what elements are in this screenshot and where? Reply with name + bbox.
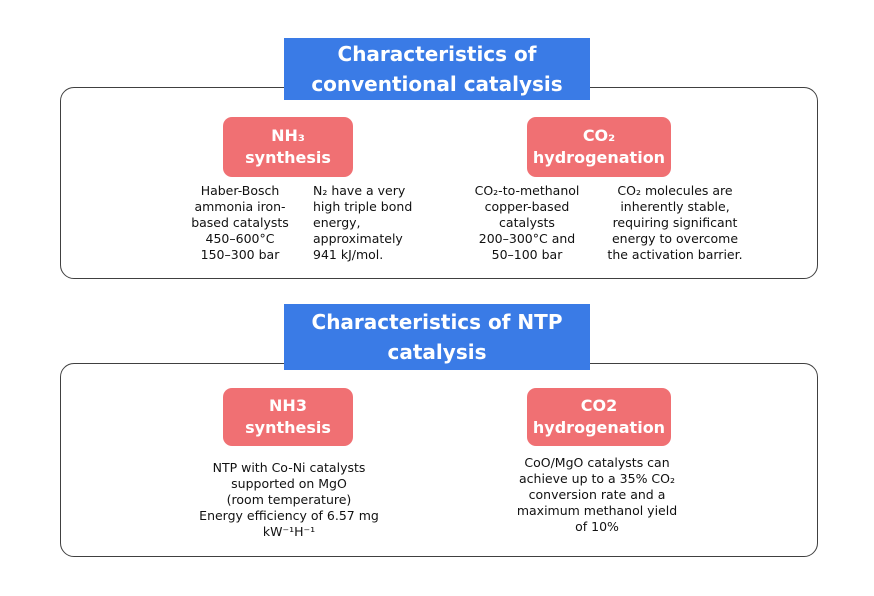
text-line: approximately bbox=[313, 231, 403, 246]
conventional-catalysis-title: Characteristics of conventional catalysi… bbox=[284, 38, 590, 100]
ntp-title-line2: catalysis bbox=[387, 340, 487, 364]
text-line: 50–100 bar bbox=[491, 247, 563, 262]
conventional-nh3-pill-line1: NH₃ bbox=[271, 126, 305, 145]
ntp-nh3-pill-line1: NH3 bbox=[269, 396, 307, 415]
text-line: 150–300 bar bbox=[200, 247, 280, 262]
text-line: energy, bbox=[313, 215, 361, 230]
text-line: Energy efficiency of 6.57 mg bbox=[199, 508, 379, 523]
conventional-co2-pill-line2: hydrogenation bbox=[532, 148, 666, 167]
ntp-nh3-synthesis-label: NH3 synthesis bbox=[223, 388, 353, 446]
text-line: based catalysts bbox=[191, 215, 289, 230]
text-line: the activation barrier. bbox=[607, 247, 743, 262]
ntp-co2-pill-line2: hydrogenation bbox=[532, 418, 666, 437]
ntp-co2-hydrogenation-label: CO2 hydrogenation bbox=[527, 388, 671, 446]
text-line: catalysts bbox=[499, 215, 555, 230]
text-line: kW⁻¹H⁻¹ bbox=[262, 524, 316, 539]
text-line: energy to overcome bbox=[611, 231, 739, 246]
text-line: 941 kJ/mol. bbox=[313, 247, 384, 262]
text-line: CoO/MgO catalysts can bbox=[524, 455, 670, 470]
conventional-co2-pill-line1: CO₂ bbox=[582, 126, 616, 145]
conventional-co2-hydrogenation-label: CO₂ hydrogenation bbox=[527, 117, 671, 177]
text-line: achieve up to a 35% CO₂ bbox=[519, 471, 675, 486]
text-line: copper-based bbox=[484, 199, 570, 214]
ntp-co2-pill-line1: CO2 bbox=[580, 396, 618, 415]
text-line: conversion rate and a bbox=[528, 487, 666, 502]
conventional-co2-conditions: CO₂-to-methanol copper-based catalysts 2… bbox=[462, 183, 592, 263]
text-line: of 10% bbox=[575, 519, 619, 534]
text-line: ammonia iron- bbox=[194, 199, 286, 214]
ntp-catalysis-title: Characteristics of NTP catalysis bbox=[284, 304, 590, 370]
ntp-nh3-description: NTP with Co-Ni catalysts supported on Mg… bbox=[184, 460, 394, 540]
conventional-nh3-conditions: Haber-Bosch ammonia iron- based catalyst… bbox=[170, 183, 310, 263]
text-line: high triple bond bbox=[313, 199, 413, 214]
text-line: maximum methanol yield bbox=[516, 503, 678, 518]
conventional-nh3-pill-line2: synthesis bbox=[245, 148, 331, 167]
conventional-nh3-synthesis-label: NH₃ synthesis bbox=[223, 117, 353, 177]
conventional-nh3-note: N₂ have a very high triple bond energy, … bbox=[313, 183, 428, 263]
text-line: (room temperature) bbox=[226, 492, 352, 507]
text-line: requiring significant bbox=[612, 215, 738, 230]
text-line: 200–300°C and bbox=[478, 231, 576, 246]
ntp-catalysis-panel bbox=[60, 363, 818, 557]
ntp-nh3-pill-line2: synthesis bbox=[245, 418, 331, 437]
text-line: N₂ have a very bbox=[313, 183, 406, 198]
text-line: inherently stable, bbox=[620, 199, 730, 214]
conventional-title-line1: Characteristics of bbox=[337, 42, 537, 66]
conventional-title-line2: conventional catalysis bbox=[311, 72, 563, 96]
text-line: 450–600°C bbox=[205, 231, 275, 246]
ntp-co2-description: CoO/MgO catalysts can achieve up to a 35… bbox=[497, 455, 697, 535]
text-line: NTP with Co-Ni catalysts bbox=[212, 460, 366, 475]
ntp-title-line1: Characteristics of NTP bbox=[311, 310, 563, 334]
text-line: Haber-Bosch bbox=[200, 183, 280, 198]
conventional-co2-note: CO₂ molecules are inherently stable, req… bbox=[595, 183, 755, 263]
text-line: CO₂ molecules are bbox=[617, 183, 733, 198]
text-line: CO₂-to-methanol bbox=[474, 183, 580, 198]
conventional-catalysis-panel bbox=[60, 87, 818, 279]
text-line: supported on MgO bbox=[231, 476, 347, 491]
